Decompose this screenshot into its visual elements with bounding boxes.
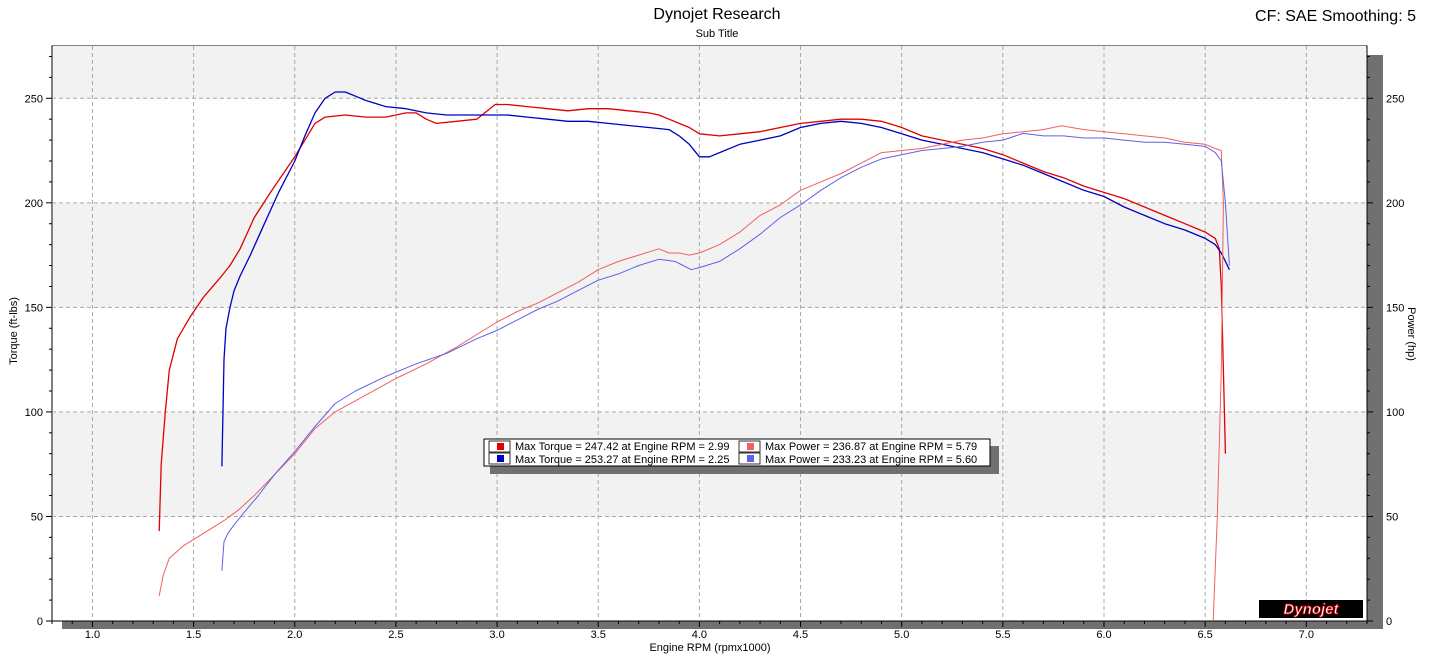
grid-lines [52,46,1367,621]
x-tick-label: 3.0 [489,629,504,641]
plot-area [51,45,1368,622]
legend-swatch-torque-run2-fill [497,455,504,462]
series-line-1 [221,91,1230,467]
legend-swatch-power-run2-fill [747,455,754,462]
band-1 [53,202,1366,308]
y-tick-label-left: 50 [31,511,43,523]
series-line-3 [221,132,1230,571]
y-tick-label-right: 200 [1386,198,1404,210]
x-tick-label: 4.0 [692,629,707,641]
y-tick-label-left: 200 [25,198,43,210]
x-tick-label: 6.5 [1198,629,1213,641]
y-axis-title-left: Torque (ft-lbs) [8,297,20,365]
correction-factor-label: CF: SAE Smoothing: 5 [1255,8,1416,25]
x-tick-label: 1.0 [85,629,100,641]
x-tick-label: 4.5 [793,629,808,641]
y-tick-label-right: 250 [1386,93,1404,105]
y-tick-label-right: 0 [1386,616,1392,628]
y-tick-label-right: 50 [1386,511,1398,523]
x-tick-label: 2.5 [388,629,403,641]
x-tick-label: 2.0 [287,629,302,641]
x-tick-label: 6.0 [1096,629,1111,641]
legend-entry-torque-run2: Max Torque = 253.27 at Engine RPM = 2.25 [515,454,729,466]
background-bands [53,46,1366,517]
y-tick-label-left: 0 [37,616,43,628]
y-tick-label-right: 100 [1386,407,1404,419]
legend-swatch-torque-run1-fill [497,443,504,450]
legend-box [483,438,991,467]
svg-text:Dynojet: Dynojet [1283,601,1339,618]
dynojet-logo: Dynojet [1259,600,1363,618]
data-series [158,91,1230,622]
series-line-0 [158,103,1227,532]
tick-labels: 1.0 1.5 2.0 2.5 3.0 3.5 4.0 4.5 5.0 5.5 6.0 6.5 7.0 0… [25,93,1405,641]
x-tick-label: 5.0 [894,629,909,641]
y-tick-label-right: 150 [1386,302,1404,314]
tick-marks [46,55,1373,627]
legend-swatch-power-run1-fill [747,443,754,450]
y-tick-label-left: 150 [25,302,43,314]
chart-subtitle: Sub Title [695,28,739,40]
series-line-2 [158,125,1224,622]
y-tick-label-left: 100 [25,407,43,419]
band-2 [53,46,1366,99]
y-axis-title-right: Power (hp) [1405,307,1417,361]
legend-entry-power-run1: Max Power = 236.87 at Engine RPM = 5.79 [765,441,977,453]
legend: Max Torque = 247.42 at Engine RPM = 2.99… [483,438,999,474]
legend-entry-torque-run1: Max Torque = 247.42 at Engine RPM = 2.99 [515,441,729,453]
y-tick-label-left: 250 [25,93,43,105]
chart-title: Dynojet Research [653,6,781,23]
x-tick-label: 7.0 [1299,629,1314,641]
x-tick-label: 1.5 [186,629,201,641]
x-axis-title: Engine RPM (rpmx1000) [649,642,770,654]
legend-entry-power-run2: Max Power = 233.23 at Engine RPM = 5.60 [765,454,977,466]
x-tick-label: 5.5 [995,629,1010,641]
x-tick-label: 3.5 [591,629,606,641]
